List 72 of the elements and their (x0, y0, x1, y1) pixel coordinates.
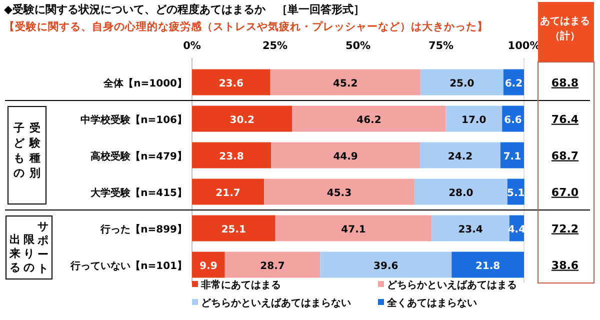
x-tick-label: 25% (262, 40, 288, 52)
bar (192, 215, 276, 242)
text: 38.6 (551, 258, 579, 272)
bar (192, 69, 270, 96)
data-label: 45.2 (333, 78, 358, 90)
text: 67.0 (551, 186, 579, 199)
data-label: 5.1 (507, 188, 525, 199)
text: 68.8 (551, 76, 579, 90)
bar (452, 252, 524, 278)
bar (500, 142, 524, 168)
text: 76.4 (551, 112, 579, 126)
data-label: 25.1 (221, 224, 246, 236)
bar (414, 178, 508, 205)
y-tick-label: 中学校受験【n=106】 (80, 114, 187, 126)
data-label: 39.6 (374, 260, 398, 272)
text: サポート (36, 220, 48, 275)
bar (192, 106, 292, 132)
data-label: 45.3 (326, 188, 352, 199)
y-tick-label: 行っていない【n=101】 (70, 260, 187, 272)
bar (292, 106, 446, 132)
bar (192, 178, 264, 205)
text: 子どもの (12, 122, 26, 180)
x-tick-label: 50% (345, 40, 372, 52)
bar (270, 69, 420, 96)
data-label: 30.2 (230, 114, 255, 126)
text: 限りの (24, 233, 36, 274)
x-tick-label: 0% (183, 40, 202, 52)
bar (420, 69, 504, 96)
data-label: 24.2 (448, 151, 473, 162)
chart-subtitle: 【受験に関する、自身の心理的な疲労感（ストレスや気疲れ・プレッシャーなど）は大きかった】 (4, 20, 488, 33)
text: 出来る (8, 233, 20, 274)
data-label: 21.8 (475, 260, 500, 272)
data-label: 23.4 (458, 224, 483, 236)
legend-label: どちらかといえばあてはまる (387, 279, 517, 291)
x-tick-label: 100% (508, 40, 541, 52)
data-label: 9.9 (200, 260, 218, 272)
data-label: 17.0 (462, 114, 486, 126)
bar (446, 106, 502, 132)
y-tick-label: 大学受験【n=415】 (90, 186, 187, 199)
chart-title: ◆受験に関する状況について、どの程度あてはまるか ［単一回答形式］ (4, 3, 364, 16)
bar (320, 252, 452, 278)
y-tick-label: 全体【n=1000】 (102, 77, 187, 90)
text: 受験種別 (28, 122, 42, 180)
bar (432, 215, 510, 242)
bar (420, 142, 500, 168)
data-label: 25.0 (450, 78, 474, 90)
data-label: 6.2 (504, 78, 523, 90)
data-label: 44.9 (333, 151, 358, 162)
bar (192, 252, 225, 278)
data-label: 21.7 (216, 188, 240, 199)
y-tick-label: 高校受験【n=479】 (90, 150, 187, 162)
text: 68.7 (551, 149, 579, 162)
bar (271, 142, 420, 168)
data-label: 46.2 (356, 114, 382, 126)
text: あてはまる（計） (540, 16, 590, 42)
bar (275, 215, 432, 242)
y-tick-label: 行った【n=899】 (100, 223, 187, 236)
x-tick-label: 75% (428, 40, 454, 52)
data-label: 28.7 (260, 260, 285, 272)
data-label: 23.8 (219, 151, 244, 162)
data-label: 6.6 (504, 114, 522, 126)
legend-label: 全くあてはまらない (386, 297, 477, 309)
bar (224, 252, 320, 278)
legend-label: どちらかといえばあてはまらない (201, 297, 351, 309)
legend-label: 非常にあてはまる (200, 279, 281, 291)
data-label: 28.0 (448, 188, 474, 199)
text: 72.2 (551, 222, 579, 236)
bar (264, 178, 414, 205)
bar (192, 142, 272, 168)
data-label: 23.6 (218, 78, 244, 90)
data-label: 47.1 (341, 224, 366, 236)
data-label: 7.1 (503, 151, 522, 162)
